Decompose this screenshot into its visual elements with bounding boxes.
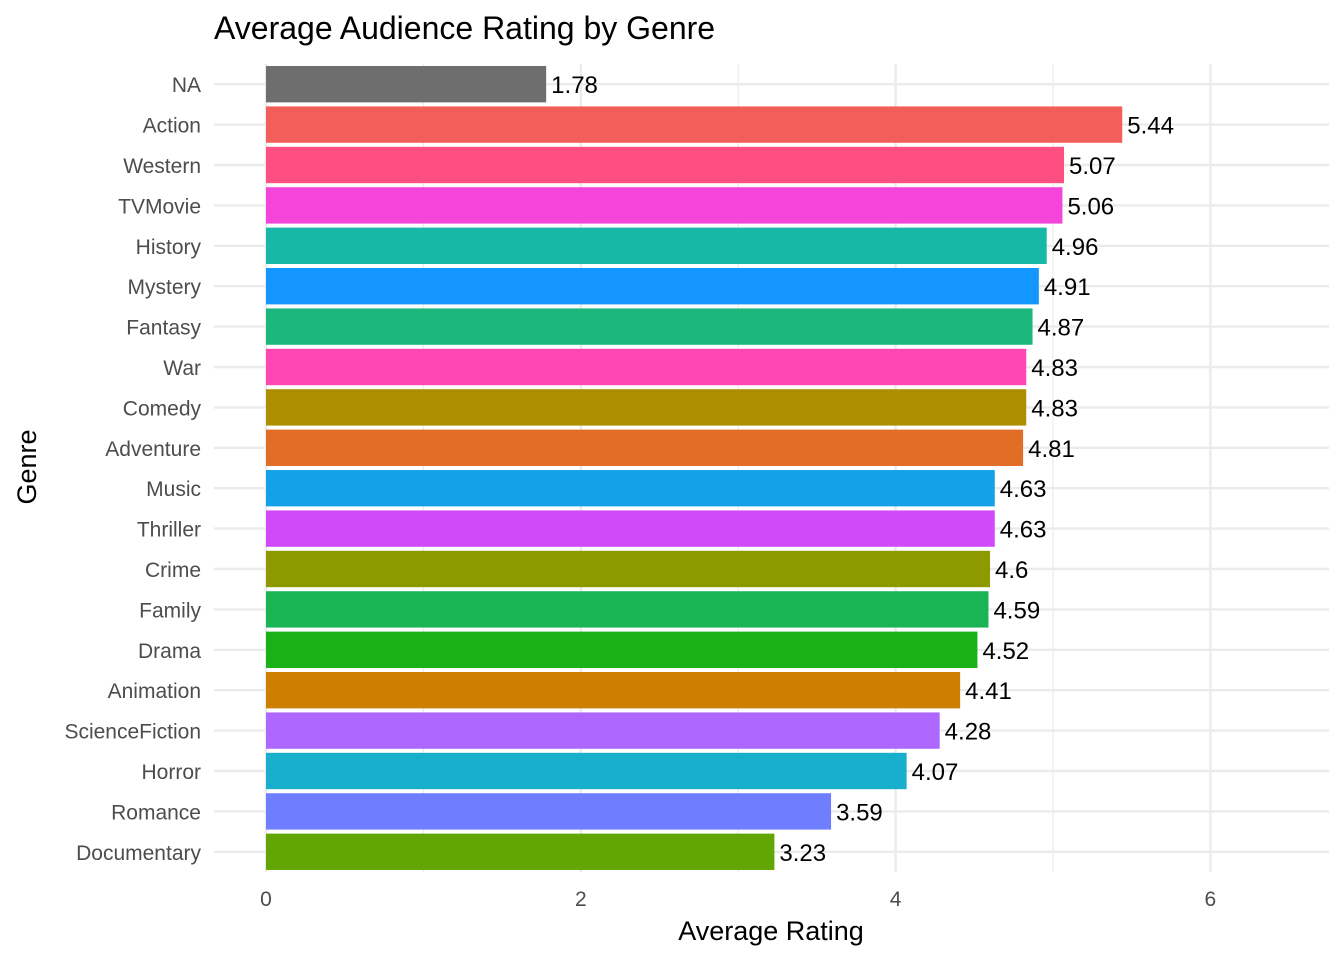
bar <box>266 631 978 668</box>
y-tick-label: War <box>163 357 201 380</box>
data-label: 5.07 <box>1069 153 1116 180</box>
data-label: 4.87 <box>1038 315 1085 342</box>
y-tick-label: ScienceFiction <box>64 721 201 744</box>
data-label: 4.41 <box>965 678 1012 705</box>
y-tick-label: Western <box>123 155 201 178</box>
y-tick-label: Drama <box>138 640 201 663</box>
grid-lines <box>214 64 1329 872</box>
data-label: 4.07 <box>912 759 959 786</box>
y-tick-label: Fantasy <box>126 317 201 340</box>
y-tick-label: Crime <box>145 559 201 582</box>
data-label: 3.59 <box>836 799 883 826</box>
y-axis-tick-labels: NA Action Western TVMovie History Mystery Fant… <box>64 74 201 865</box>
y-tick-label: Thriller <box>137 519 201 542</box>
x-axis-tick-labels: 0 2 4 6 <box>260 888 1216 911</box>
y-tick-label: Horror <box>141 761 201 784</box>
data-label: 4.81 <box>1028 436 1075 463</box>
y-tick-label: Animation <box>108 680 201 703</box>
bar <box>266 591 989 628</box>
data-label: 3.23 <box>779 840 826 867</box>
data-label: 4.59 <box>993 597 1040 624</box>
y-tick-label: Music <box>146 478 201 501</box>
x-tick-label: 2 <box>575 888 587 911</box>
y-tick-label: Adventure <box>105 438 201 461</box>
data-label: 4.28 <box>945 719 992 746</box>
data-label: 1.78 <box>551 72 598 99</box>
x-tick-label: 6 <box>1205 888 1217 911</box>
bar <box>266 227 1047 264</box>
y-tick-label: Family <box>139 599 201 622</box>
y-axis-title: Genre <box>12 429 42 504</box>
bar <box>266 429 1024 466</box>
chart-title: Average Audience Rating by Genre <box>214 10 715 46</box>
bar <box>266 308 1033 345</box>
bar <box>266 833 775 870</box>
bars <box>266 66 1123 870</box>
y-tick-label: Romance <box>111 801 201 824</box>
y-tick-label: Mystery <box>128 276 202 299</box>
bar <box>266 187 1063 224</box>
data-label: 5.44 <box>1127 113 1174 140</box>
x-axis-title: Average Rating <box>678 916 864 946</box>
bar <box>266 146 1065 184</box>
bar <box>266 470 995 507</box>
bar <box>266 348 1027 386</box>
data-label: 5.06 <box>1067 193 1114 220</box>
bar <box>266 106 1123 143</box>
data-label: 4.63 <box>1000 476 1047 503</box>
data-label: 4.83 <box>1031 355 1078 382</box>
y-tick-label: Action <box>143 115 201 138</box>
y-tick-label: Comedy <box>123 397 202 420</box>
x-tick-label: 0 <box>260 888 272 911</box>
value-labels: 1.78 5.44 5.07 5.06 4.96 4.91 4.87 4.83 4.83 4.81… <box>551 72 1174 867</box>
y-tick-label: TVMovie <box>118 195 201 218</box>
bar <box>266 389 1027 426</box>
bar <box>266 793 832 830</box>
data-label: 4.96 <box>1052 234 1099 261</box>
data-label: 4.63 <box>1000 517 1047 544</box>
data-label: 4.6 <box>995 557 1028 584</box>
y-tick-label: NA <box>172 74 201 97</box>
y-tick-label: Documentary <box>76 842 201 865</box>
bar <box>266 66 547 103</box>
bar <box>266 550 991 588</box>
bar <box>266 268 1039 305</box>
data-label: 4.52 <box>982 638 1029 665</box>
bar <box>266 672 961 709</box>
data-label: 4.91 <box>1044 274 1091 301</box>
data-label: 4.83 <box>1031 395 1078 422</box>
x-tick-label: 4 <box>890 888 902 911</box>
y-tick-label: History <box>136 236 202 259</box>
bar <box>266 510 995 547</box>
bar <box>266 712 940 749</box>
bar <box>266 752 907 790</box>
